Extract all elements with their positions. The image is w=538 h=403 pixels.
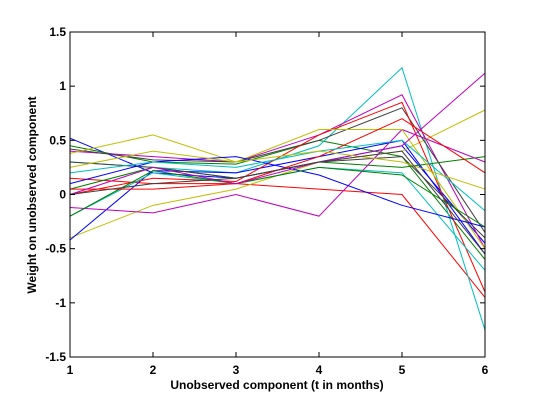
- y-tick-label: 0: [59, 188, 66, 202]
- series-line: [69, 139, 486, 260]
- x-tick-label: 1: [67, 363, 74, 377]
- series-line: [69, 107, 486, 233]
- x-tick-label: 4: [316, 363, 323, 377]
- plot-area: [70, 32, 485, 357]
- x-tick-label: 5: [399, 363, 406, 377]
- y-tick-label: 1: [59, 79, 66, 93]
- x-axis-label: Unobserved component (t in months): [170, 378, 383, 392]
- series-line: [69, 156, 486, 228]
- y-tick-label: 1.5: [49, 25, 66, 39]
- y-tick-label: -1.5: [45, 350, 66, 364]
- plot: [69, 66, 486, 331]
- x-tick-label: 3: [233, 363, 240, 377]
- y-tick-label: 0.5: [49, 133, 66, 147]
- series-line: [69, 72, 486, 195]
- series-line: [69, 139, 486, 255]
- x-tick-label: 6: [482, 363, 489, 377]
- series-line: [69, 128, 486, 217]
- series-line: [69, 94, 486, 249]
- x-tick-label: 2: [150, 363, 157, 377]
- series-line: [69, 150, 486, 255]
- series-line: [69, 139, 486, 212]
- y-axis-label: Weight on unobserved component: [25, 96, 39, 293]
- series-line: [69, 129, 486, 249]
- y-tick-label: -0.5: [45, 242, 66, 256]
- series-line: [69, 150, 486, 190]
- series-line: [69, 166, 486, 228]
- y-tick-label: -1: [55, 296, 66, 310]
